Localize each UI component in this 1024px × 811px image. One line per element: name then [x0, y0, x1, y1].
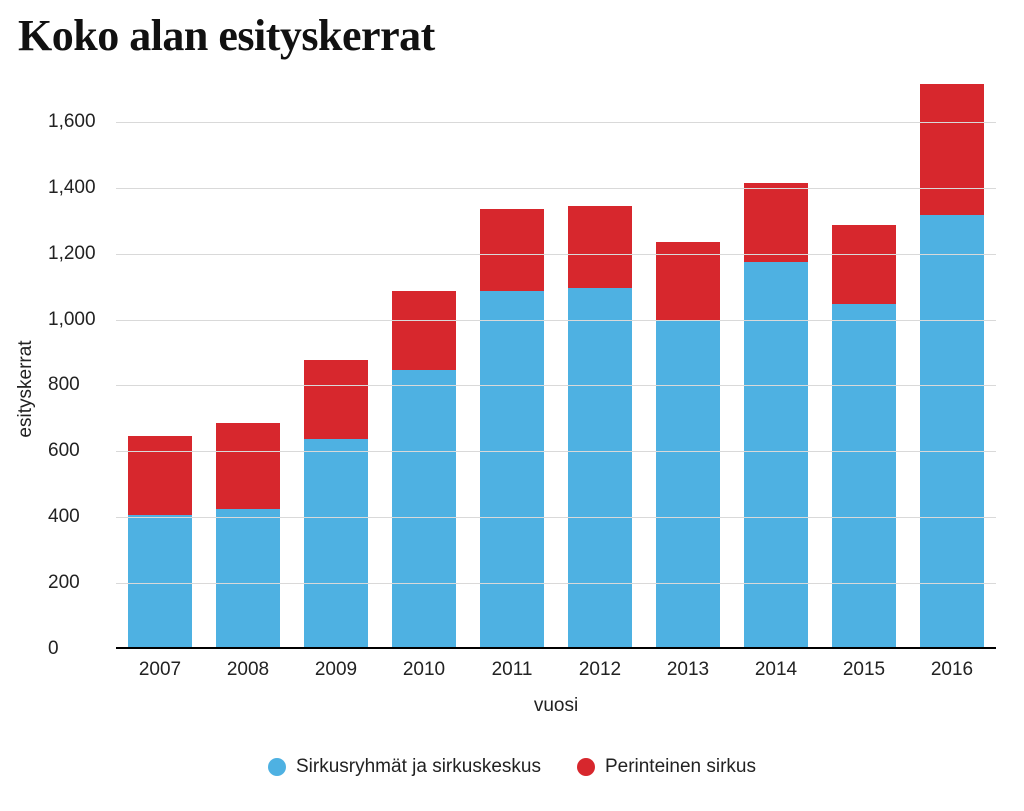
x-tick-label: 2015 [843, 659, 885, 681]
legend-item: Perinteinen sirkus [577, 756, 756, 778]
x-axis-title: vuosi [116, 695, 996, 717]
bar-segment [304, 360, 367, 439]
bar-segment [216, 423, 279, 509]
plot-area [116, 89, 996, 649]
legend-label: Sirkusryhmät ja sirkuskeskus [296, 756, 541, 778]
x-tick-label: 2010 [403, 659, 445, 681]
y-tick-label: 800 [48, 374, 108, 396]
legend-swatch [268, 758, 286, 776]
y-axis-title: esityskerrat [15, 340, 37, 437]
bar-group [920, 84, 983, 647]
bar-segment [832, 304, 895, 647]
legend-item: Sirkusryhmät ja sirkuskeskus [268, 756, 541, 778]
chart-title: Koko alan esityskerrat [18, 10, 1006, 61]
legend-label: Perinteinen sirkus [605, 756, 756, 778]
bar-segment [744, 183, 807, 262]
y-tick-label: 1,600 [48, 111, 108, 133]
bar-segment [216, 509, 279, 647]
bar-segment [480, 209, 543, 291]
x-tick-label: 2012 [579, 659, 621, 681]
gridline [116, 517, 996, 518]
bar-segment [128, 436, 191, 515]
gridline [116, 320, 996, 321]
legend-swatch [577, 758, 595, 776]
x-tick-label: 2016 [931, 659, 973, 681]
bar-group [216, 423, 279, 647]
gridline [116, 583, 996, 584]
y-tick-label: 600 [48, 440, 108, 462]
x-tick-label: 2007 [139, 659, 181, 681]
bar-group [392, 291, 455, 647]
bar-segment [920, 84, 983, 216]
chart: esityskerrat vuosi 02004006008001,0001,2… [36, 89, 996, 689]
y-tick-label: 1,200 [48, 243, 108, 265]
bar-segment [480, 291, 543, 647]
y-tick-label: 400 [48, 506, 108, 528]
y-tick-label: 1,400 [48, 177, 108, 199]
x-tick-label: 2011 [492, 659, 533, 681]
y-tick-label: 1,000 [48, 309, 108, 331]
bar-group [304, 360, 367, 647]
legend: Sirkusryhmät ja sirkuskeskus Perinteinen … [0, 756, 1024, 778]
bar-group [480, 209, 543, 647]
bar-segment [392, 291, 455, 370]
gridline [116, 188, 996, 189]
bar-group [128, 436, 191, 647]
bar-group [568, 206, 631, 647]
bar-segment [568, 206, 631, 288]
x-tick-label: 2009 [315, 659, 357, 681]
bar-segment [128, 515, 191, 647]
bar-segment [392, 370, 455, 647]
bar-segment [832, 225, 895, 304]
x-tick-label: 2013 [667, 659, 709, 681]
x-tick-label: 2014 [755, 659, 797, 681]
y-tick-label: 0 [48, 638, 108, 660]
bar-segment [304, 439, 367, 647]
bar-segment [656, 321, 719, 647]
gridline [116, 122, 996, 123]
bar-group [744, 183, 807, 647]
bar-segment [568, 288, 631, 647]
x-tick-label: 2008 [227, 659, 269, 681]
y-tick-label: 200 [48, 572, 108, 594]
gridline [116, 385, 996, 386]
gridline [116, 451, 996, 452]
gridline [116, 254, 996, 255]
bar-group [656, 242, 719, 647]
